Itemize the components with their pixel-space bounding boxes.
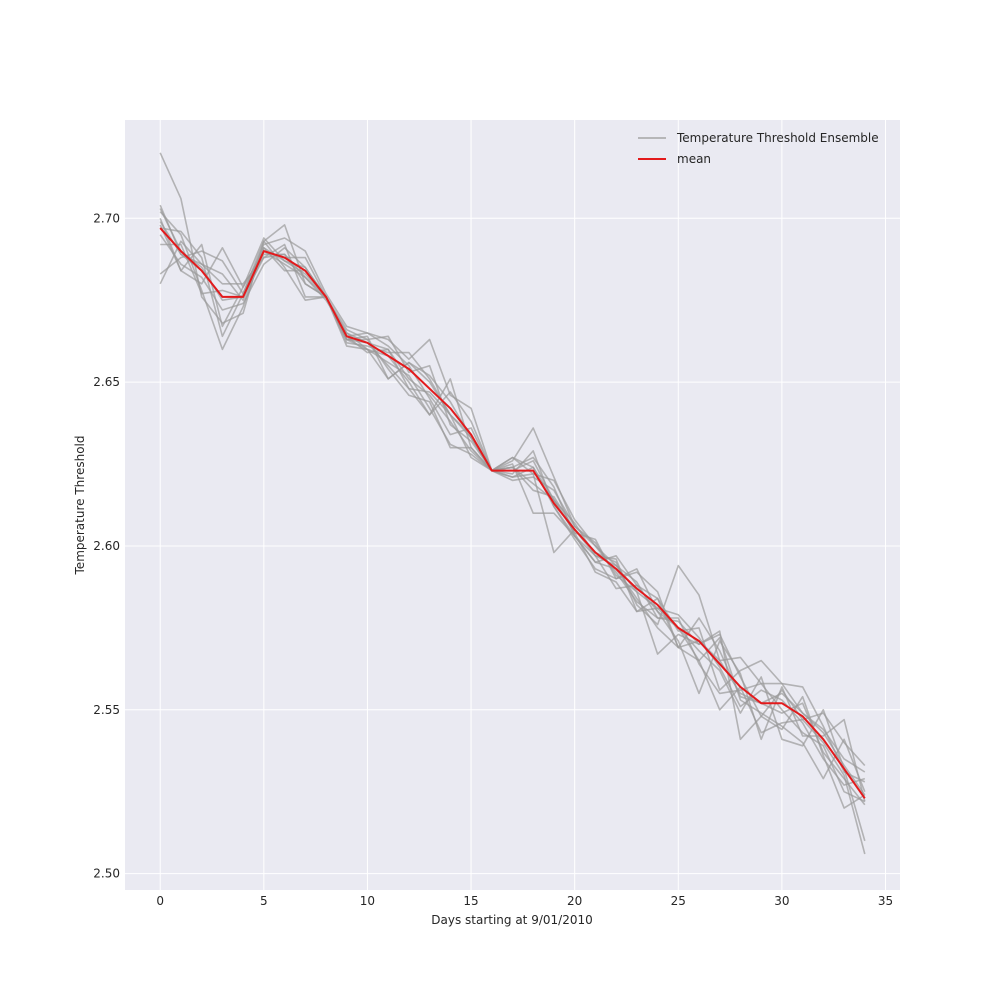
x-tick-labels: 0 5 10 15 20 25 30 35 [156,894,893,908]
x-tick-label: 20 [567,894,582,908]
y-tick-label: 2.50 [93,867,120,881]
x-tick-label: 25 [671,894,686,908]
x-axis-label: Days starting at 9/01/2010 [431,913,592,927]
mean-line-layer [159,227,866,799]
x-tick-label: 5 [260,894,268,908]
x-tick-label: 15 [463,894,478,908]
plot-area [125,120,900,890]
y-axis-label: Temperature Threshold [73,436,87,576]
ensemble-lines [159,152,866,855]
x-tick-label: 35 [878,894,893,908]
ensemble-line-11 [160,227,866,842]
y-tick-label: 2.70 [93,211,120,225]
y-tick-label: 2.65 [93,375,120,389]
x-tick-label: 30 [774,894,789,908]
x-tick-label: 0 [156,894,164,908]
legend: Temperature Threshold Ensemble mean [638,131,879,166]
ensemble-line-10 [159,218,866,806]
y-tick-label: 2.55 [93,703,120,717]
legend-label-ensemble: Temperature Threshold Ensemble [676,131,879,145]
y-tick-label: 2.60 [93,539,120,553]
grid [125,120,900,890]
mean-line [159,227,866,799]
y-tick-labels: 2.50 2.55 2.60 2.65 2.70 [93,211,120,880]
legend-label-mean: mean [677,152,711,166]
x-tick-label: 10 [360,894,375,908]
